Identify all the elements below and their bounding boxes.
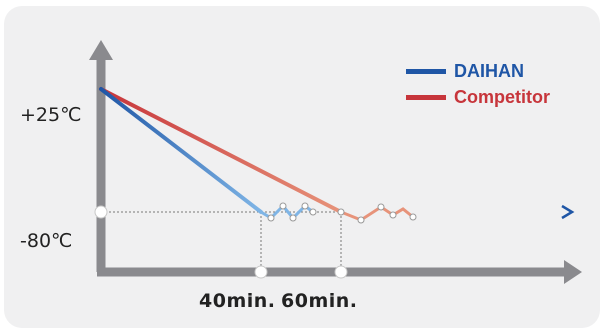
series-arrow-daihan bbox=[561, 204, 575, 220]
axis-marker-2 bbox=[334, 265, 348, 279]
data-point-5 bbox=[337, 208, 345, 216]
data-point-7 bbox=[377, 203, 385, 211]
axis-marker-0 bbox=[94, 205, 108, 219]
data-point-3 bbox=[301, 202, 309, 210]
legend-label-competitor: Competitor bbox=[454, 86, 550, 107]
series-line-competitor bbox=[99, 87, 343, 214]
legend-swatch-daihan bbox=[406, 68, 446, 74]
series-line-daihan bbox=[99, 87, 263, 214]
y-tick-label-minus80: -80℃ bbox=[20, 230, 73, 252]
chart-legend: DAIHAN Competitor bbox=[406, 58, 550, 110]
x-tick-label-40min: 40min. bbox=[199, 290, 276, 312]
data-point-0 bbox=[267, 214, 275, 222]
data-point-8 bbox=[389, 211, 397, 219]
data-point-1 bbox=[279, 202, 287, 210]
legend-swatch-competitor bbox=[406, 94, 446, 100]
data-point-6 bbox=[357, 216, 365, 224]
legend-item-daihan: DAIHAN bbox=[406, 58, 550, 84]
legend-item-competitor: Competitor bbox=[406, 84, 550, 110]
y-axis-arrow bbox=[89, 40, 113, 60]
data-point-2 bbox=[289, 214, 297, 222]
legend-label-daihan: DAIHAN bbox=[454, 60, 524, 81]
x-tick-label-60min: 60min. bbox=[281, 290, 358, 312]
x-axis-arrow bbox=[564, 260, 582, 284]
data-point-4 bbox=[309, 208, 317, 216]
axis-marker-1 bbox=[254, 265, 268, 279]
data-point-9 bbox=[409, 213, 417, 221]
y-tick-label-plus25: +25℃ bbox=[20, 104, 82, 126]
